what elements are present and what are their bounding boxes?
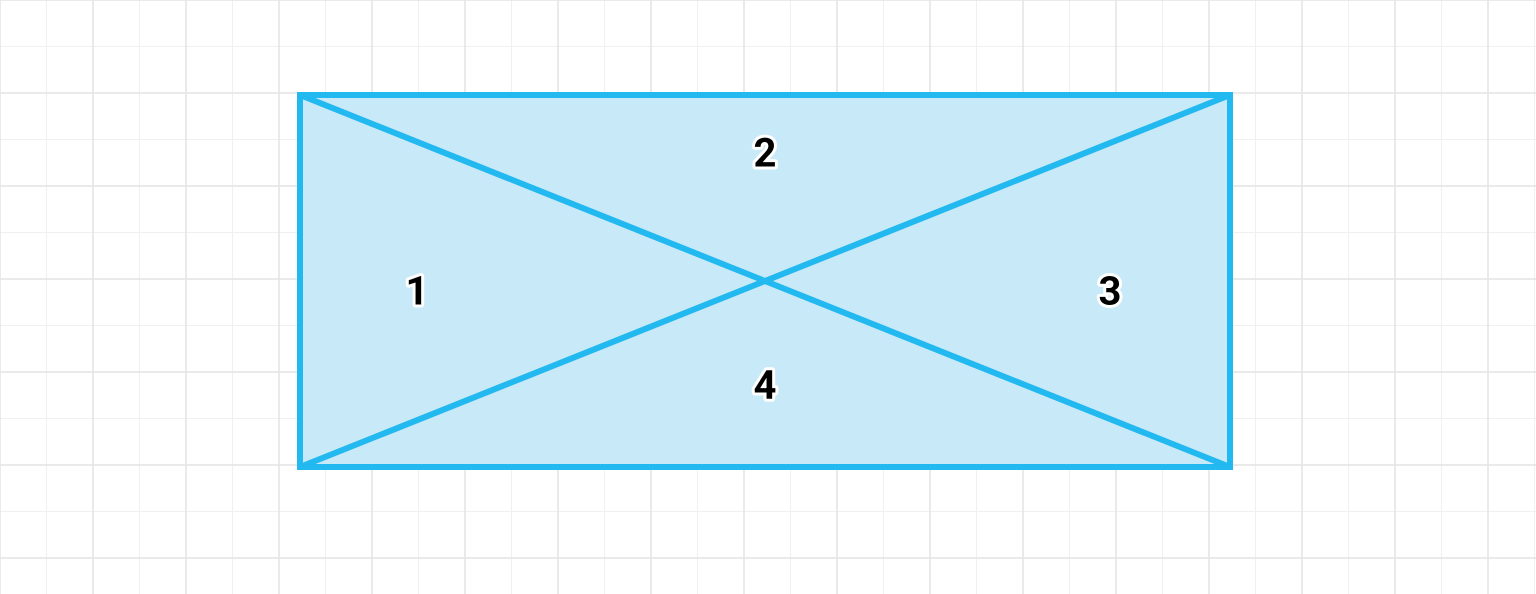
region-4: 4 (754, 362, 777, 409)
region-2: 2 (754, 130, 777, 177)
region-3: 3 (1099, 268, 1122, 315)
diagram-canvas: 1 2 3 4 (0, 0, 1536, 594)
region-1: 1 (406, 268, 429, 315)
